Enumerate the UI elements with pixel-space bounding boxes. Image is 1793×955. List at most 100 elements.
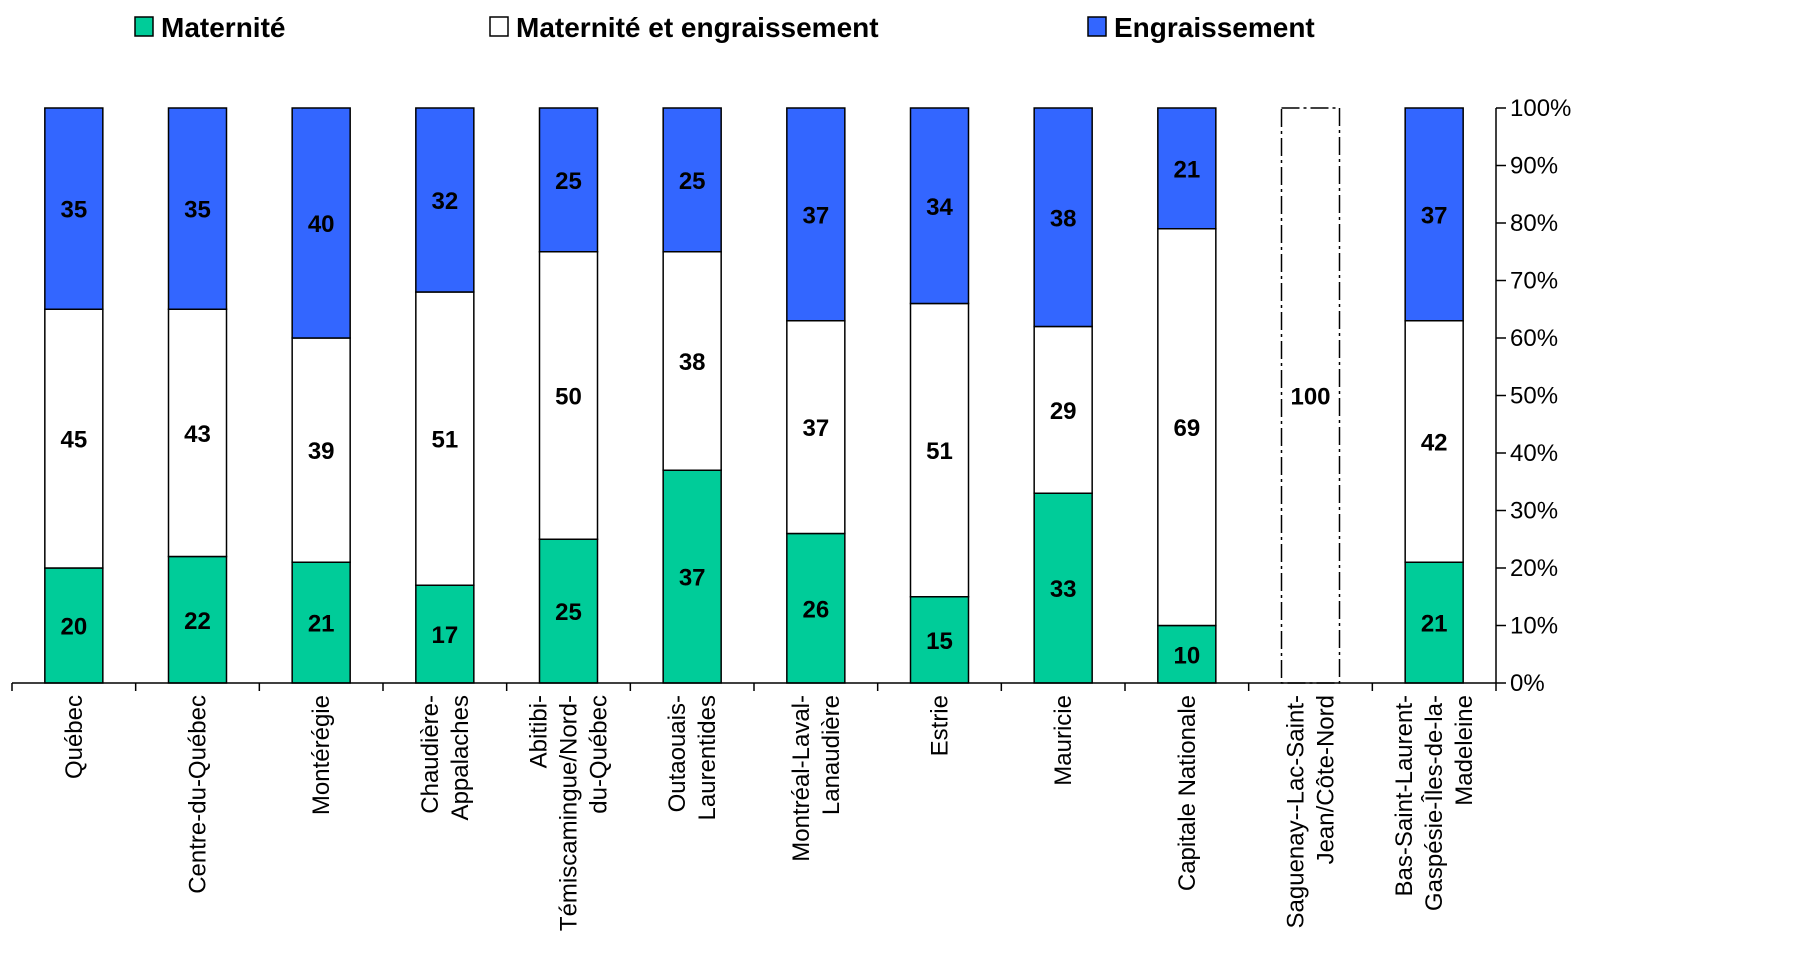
data-label: 35	[60, 197, 87, 224]
y-tick-label: 10%	[1510, 613, 1558, 640]
bar-segment-maternite-et-engraissement	[415, 291, 475, 586]
data-label: 43	[184, 421, 211, 448]
data-label: 35	[184, 197, 211, 224]
data-label: 17	[431, 622, 458, 649]
category-label-line: Capitale Nationale	[1174, 695, 1201, 891]
bar-stack-outaouais-laurentides: 37 38 25	[662, 107, 722, 684]
data-label: 21	[308, 611, 335, 638]
category-label-line: Laurentides	[694, 695, 721, 820]
data-label: 50	[555, 384, 582, 411]
category-label-line: Québec	[61, 695, 88, 779]
category-label-line: Montréal-Laval-	[788, 695, 815, 862]
bar-stack-mauricie: 33 29 38	[1033, 107, 1093, 684]
bar-segment-maternite-et-engraissement	[662, 251, 722, 471]
bar-segment-engraissement	[538, 107, 599, 253]
category-label-line: Bas-Saint-Laurent-	[1391, 695, 1418, 896]
data-label: 37	[802, 415, 829, 442]
data-label: 10	[1173, 642, 1200, 669]
category-label-line: Jean/Côte-Nord	[1313, 695, 1340, 864]
bar-stack-chaudiere-appalaches: 17 51 32	[415, 107, 475, 684]
category-label-line: Saguenay--Lac-Saint-	[1283, 695, 1310, 928]
bar-segment-engraissement	[167, 107, 228, 310]
bar-segment-engraissement	[662, 107, 722, 253]
bar-stack-abitibi-temiscamingue-nord-du-quebec: 25 50 25	[538, 107, 599, 684]
legend: Maternité Maternité et engraissement Engra…	[134, 12, 1315, 43]
bar-segment-maternite	[1157, 624, 1217, 684]
legend-swatch	[134, 16, 154, 37]
data-label: 40	[308, 211, 335, 238]
legend-item-maternite: Maternité	[134, 12, 285, 43]
legend-swatch	[489, 16, 509, 37]
data-label: 51	[926, 438, 953, 465]
bar-segment-maternite-et-engraissement	[1033, 325, 1093, 494]
bar-stack-quebec: 20 45 35	[44, 107, 104, 684]
bar-segment-maternite-et-engraissement	[909, 302, 970, 598]
bar-segment-engraissement	[1033, 107, 1093, 328]
category-label-chaudiere-appalaches: Chaudière- Appalaches	[417, 695, 474, 820]
category-label-monteregie: Montérégie	[308, 695, 335, 815]
x-axis: Québec Centre-du-Québec Montérégie Chaudièr…	[11, 682, 1497, 931]
y-tick-label: 0%	[1510, 670, 1545, 697]
bar-segment-maternite-et-engraissement	[44, 308, 104, 569]
y-tick-label: 70%	[1510, 268, 1558, 295]
bar-segment-engraissement	[786, 107, 846, 322]
data-label: 33	[1050, 576, 1077, 603]
data-label: 22	[184, 608, 211, 635]
data-label: 38	[1050, 205, 1077, 232]
legend-label: Maternité	[161, 12, 285, 43]
y-tick-label: 60%	[1510, 325, 1558, 352]
data-label: 20	[60, 614, 87, 641]
bar-segment-maternite	[167, 555, 228, 684]
data-label: 100	[1290, 384, 1330, 411]
category-label-line: Abitibi-	[526, 695, 553, 768]
y-tick-label: 50%	[1510, 383, 1558, 410]
bar-segment-maternite-et-engraissement	[1280, 107, 1341, 684]
bar-segment-maternite	[44, 567, 104, 684]
data-label: 34	[926, 194, 953, 221]
data-label: 21	[1173, 156, 1200, 183]
bar-segment-engraissement	[44, 107, 104, 310]
bar-stack-estrie: 15 51 34	[909, 107, 970, 684]
bar-stack-centre-du-quebec: 22 43 35	[167, 107, 228, 684]
y-tick-label: 90%	[1510, 153, 1558, 180]
data-label: 37	[1421, 202, 1448, 229]
bar-stack-saguenay-lac-saint-jean-cote-nord: 100	[1280, 107, 1341, 684]
y-axis: 0% 10% 20% 30% 40% 50% 60% 70% 80% 90% 100%	[1495, 95, 1571, 697]
category-label-line: Gaspésie-Îles-de-la-	[1421, 695, 1448, 911]
data-label: 25	[679, 168, 706, 195]
category-label-line: Centre-du-Québec	[185, 695, 212, 894]
data-label: 25	[555, 168, 582, 195]
y-tick-label: 40%	[1510, 440, 1558, 467]
legend-label: Engraissement	[1114, 12, 1315, 43]
data-label: 21	[1421, 611, 1448, 638]
category-label-montreal-laval-lanaudiere: Montréal-Laval- Lanaudière	[788, 695, 845, 862]
y-tick-label: 30%	[1510, 498, 1558, 525]
category-label-capitale-nationale: Capitale Nationale	[1174, 695, 1201, 891]
category-label-centre-du-quebec: Centre-du-Québec	[185, 695, 212, 894]
category-label-abitibi-temiscamingue-nord-du-quebec: Abitibi- Témiscamingue/Nord-du-Québec	[526, 695, 613, 931]
y-tick-label: 80%	[1510, 210, 1558, 237]
data-label: 15	[926, 628, 953, 655]
category-label-line: du-Québec	[586, 695, 613, 814]
data-label: 42	[1421, 430, 1448, 457]
bar-segment-maternite	[786, 532, 846, 684]
bar-segment-maternite-et-engraissement	[1157, 228, 1217, 627]
bar-segment-engraissement	[291, 107, 351, 339]
data-label: 39	[308, 438, 335, 465]
data-label: 32	[431, 188, 458, 215]
legend-item-engraissement: Engraissement	[1087, 12, 1315, 43]
category-label-line: Lanaudière	[818, 695, 845, 815]
legend-swatch	[1087, 16, 1107, 37]
bar-stack-monteregie: 21 39 40	[291, 107, 351, 684]
bar-segment-engraissement	[1404, 107, 1464, 322]
category-label-saguenay-lac-saint-jean-cote-nord: Saguenay--Lac-Saint- Jean/Côte-Nord	[1283, 695, 1340, 928]
category-label-line: Estrie	[927, 695, 954, 756]
data-label: 37	[679, 565, 706, 592]
legend-item-maternite-et-engraissement: Maternité et engraissement	[489, 12, 879, 43]
bar-segment-engraissement	[415, 107, 475, 293]
data-label: 29	[1050, 398, 1077, 425]
bar-segment-engraissement	[909, 107, 970, 305]
bar-segment-maternite-et-engraissement	[291, 337, 351, 563]
data-label: 45	[60, 427, 87, 454]
data-label: 51	[431, 427, 458, 454]
